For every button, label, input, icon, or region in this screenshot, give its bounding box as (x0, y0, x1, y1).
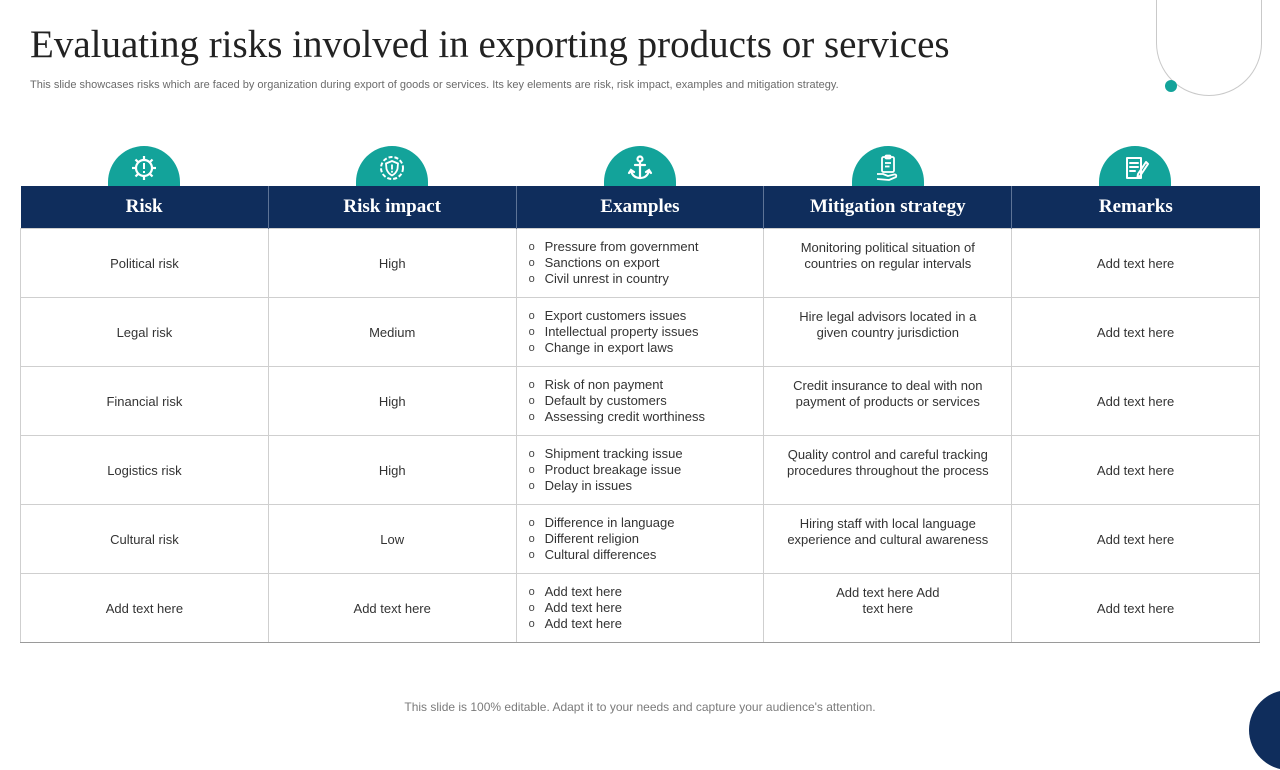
examples-list: Add text here Add text here Add text her… (517, 584, 764, 632)
table-header-row: Risk Risk impact Examples Mitigation str… (20, 186, 1260, 229)
examples-list: Difference in language Different religio… (517, 515, 764, 563)
mitigation-text: Monitoring political situation of countr… (800, 240, 975, 271)
example-item: Delay in issues (529, 478, 764, 494)
example-item: Intellectual property issues (529, 324, 764, 340)
impact-cell: Low (267, 504, 517, 574)
examples-list: Shipment tracking issue Product breakage… (517, 446, 764, 494)
examples-icon-tab (604, 146, 676, 186)
example-item: Civil unrest in country (529, 271, 764, 287)
mitigation-text: Hiring staff with local language experie… (787, 516, 989, 547)
mitigation-cell: Hire legal advisors located in a given c… (763, 297, 1013, 367)
example-item: Pressure from government (529, 239, 764, 255)
example-item: Change in export laws (529, 340, 764, 356)
remarks-cell: Add text here (1011, 435, 1260, 505)
mitigation-text: Quality control and careful tracking pro… (786, 447, 989, 478)
examples-list: Export customers issues Intellectual pro… (517, 308, 764, 356)
page-title: Evaluating risks involved in exporting p… (30, 23, 950, 66)
risk-cell: Add text here (20, 573, 269, 643)
decorative-arc (1156, 0, 1262, 96)
header-mitigation-strategy: Mitigation strategy (763, 186, 1012, 229)
examples-cell: Pressure from government Sanctions on ex… (515, 228, 765, 298)
example-item: Add text here (529, 616, 764, 632)
impact-cell: High (267, 435, 517, 505)
table-row: Financial risk High Risk of non payment … (20, 366, 1260, 436)
risk-icon-tab (108, 146, 180, 186)
mitigation-text: Add text here Add text here (836, 585, 940, 616)
impact-cell: High (267, 228, 517, 298)
header-risk-impact: Risk impact (267, 186, 517, 229)
table-row: Add text here Add text here Add text her… (20, 573, 1260, 643)
table-row: Logistics risk High Shipment tracking is… (20, 435, 1260, 505)
risk-cell: Political risk (20, 228, 269, 298)
example-item: Add text here (529, 584, 764, 600)
risk-cell: Cultural risk (20, 504, 269, 574)
footer-note: This slide is 100% editable. Adapt it to… (404, 700, 876, 714)
risk-table: Risk Risk impact Examples Mitigation str… (20, 186, 1260, 643)
risk-cell: Legal risk (20, 297, 269, 367)
impact-cell: Add text here (267, 573, 517, 643)
remarks-cell: Add text here (1011, 504, 1260, 574)
risk-cell: Logistics risk (20, 435, 269, 505)
examples-cell: Difference in language Different religio… (515, 504, 765, 574)
example-item: Sanctions on export (529, 255, 764, 271)
example-item: Default by customers (529, 393, 764, 409)
mitigation-cell: Add text here Add text here (763, 573, 1013, 643)
impact-cell: Medium (267, 297, 517, 367)
remarks-cell: Add text here (1011, 366, 1260, 436)
remarks-cell: Add text here (1011, 228, 1260, 298)
mitigation-cell: Monitoring political situation of countr… (763, 228, 1013, 298)
remarks-cell: Add text here (1011, 297, 1260, 367)
mitigation-cell: Quality control and careful tracking pro… (763, 435, 1013, 505)
mitigation-cell: Hiring staff with local language experie… (763, 504, 1013, 574)
example-item: Risk of non payment (529, 377, 764, 393)
header-risk: Risk (20, 186, 269, 229)
examples-cell: Shipment tracking issue Product breakage… (515, 435, 765, 505)
impact-cell: High (267, 366, 517, 436)
mitigation-text: Credit insurance to deal with non paymen… (793, 378, 983, 409)
mitigation-icon-tab (852, 146, 924, 186)
example-item: Difference in language (529, 515, 764, 531)
clipboard-hand-icon (876, 154, 898, 181)
shield-gear-icon (380, 156, 404, 180)
example-item: Cultural differences (529, 547, 764, 563)
risk-impact-icon-tab (356, 146, 428, 186)
header-examples: Examples (515, 186, 764, 229)
page-subtitle: This slide showcases risks which are fac… (30, 79, 839, 91)
example-item: Shipment tracking issue (529, 446, 764, 462)
table-row: Cultural risk Low Difference in language… (20, 504, 1260, 574)
remarks-cell: Add text here (1011, 573, 1260, 643)
examples-cell: Add text here Add text here Add text her… (515, 573, 765, 643)
examples-list: Pressure from government Sanctions on ex… (517, 239, 764, 287)
examples-cell: Risk of non payment Default by customers… (515, 366, 765, 436)
mitigation-cell: Credit insurance to deal with non paymen… (763, 366, 1013, 436)
example-item: Assessing credit worthiness (529, 409, 764, 425)
example-item: Add text here (529, 600, 764, 616)
header-remarks: Remarks (1011, 186, 1260, 229)
warning-gear-icon (132, 156, 156, 180)
remarks-icon-tab (1099, 146, 1171, 186)
example-item: Different religion (529, 531, 764, 547)
example-item: Product breakage issue (529, 462, 764, 478)
risk-cell: Financial risk (20, 366, 269, 436)
examples-cell: Export customers issues Intellectual pro… (515, 297, 765, 367)
table-row: Legal risk Medium Export customers issue… (20, 297, 1260, 367)
notes-icon (1126, 157, 1149, 179)
table-row: Political risk High Pressure from govern… (20, 228, 1260, 298)
example-item: Export customers issues (529, 308, 764, 324)
anchor-icon (627, 155, 653, 180)
mitigation-text: Hire legal advisors located in a given c… (799, 309, 977, 340)
decorative-dot (1165, 80, 1177, 92)
examples-list: Risk of non payment Default by customers… (517, 377, 764, 425)
